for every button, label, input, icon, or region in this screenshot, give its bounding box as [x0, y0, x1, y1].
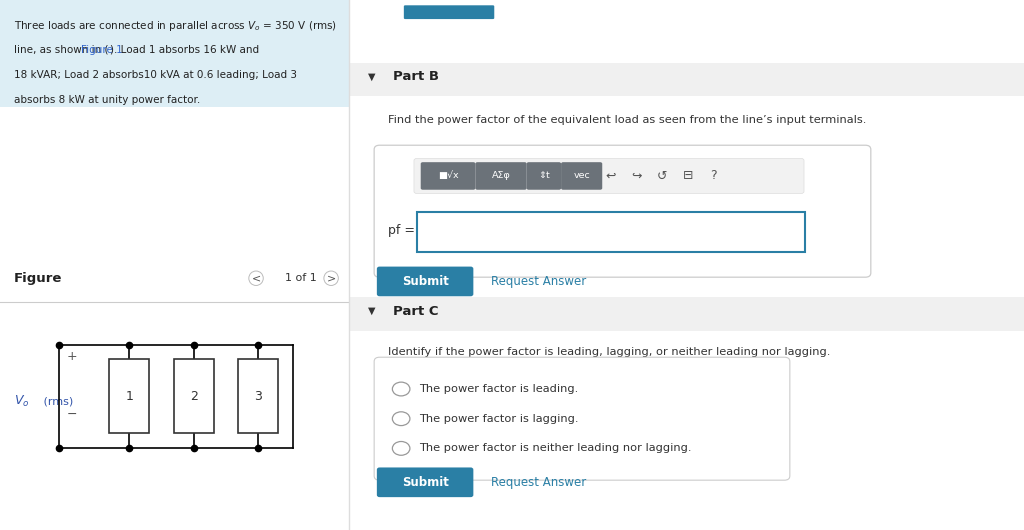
- Text: ↪: ↪: [632, 170, 642, 182]
- FancyBboxPatch shape: [239, 359, 279, 434]
- FancyBboxPatch shape: [0, 0, 349, 107]
- Text: pf =: pf =: [388, 224, 416, 237]
- Text: ⊟: ⊟: [683, 170, 693, 182]
- Text: 1: 1: [125, 390, 133, 403]
- Text: $V_o$: $V_o$: [14, 394, 30, 409]
- Text: Submit: Submit: [401, 476, 449, 489]
- Text: Express your answer using three significant figures.: Express your answer using three signific…: [388, 147, 736, 160]
- Text: Request Answer: Request Answer: [490, 476, 586, 489]
- Circle shape: [392, 382, 410, 396]
- Text: absorbs 8 kW at unity power factor.: absorbs 8 kW at unity power factor.: [14, 95, 201, 105]
- FancyBboxPatch shape: [561, 162, 602, 190]
- Circle shape: [392, 412, 410, 426]
- FancyBboxPatch shape: [349, 297, 1024, 331]
- Text: Identify if the power factor is leading, lagging, or neither leading nor lagging: Identify if the power factor is leading,…: [388, 347, 830, 357]
- Text: Figure: Figure: [14, 272, 62, 285]
- Text: Figure 1: Figure 1: [81, 45, 123, 55]
- Text: ▼: ▼: [368, 306, 376, 316]
- FancyBboxPatch shape: [526, 162, 561, 190]
- Text: +: +: [67, 350, 77, 363]
- FancyBboxPatch shape: [374, 145, 870, 277]
- FancyBboxPatch shape: [377, 467, 473, 497]
- Text: <: <: [252, 273, 261, 283]
- FancyBboxPatch shape: [421, 162, 475, 190]
- Text: ▼: ▼: [368, 72, 376, 82]
- Text: The power factor is lagging.: The power factor is lagging.: [419, 414, 579, 423]
- Text: Part C: Part C: [393, 305, 438, 317]
- Text: ?: ?: [711, 170, 717, 182]
- Text: Three loads are connected in parallel across $V_o$ = 350 V (rms): Three loads are connected in parallel ac…: [14, 19, 337, 33]
- Text: The power factor is leading.: The power factor is leading.: [419, 384, 578, 394]
- Text: The power factor is neither leading nor lagging.: The power factor is neither leading nor …: [419, 444, 691, 453]
- FancyBboxPatch shape: [174, 359, 214, 434]
- Text: 3: 3: [254, 390, 262, 403]
- Text: 18 kVAR; Load 2 absorbs10 kVA at 0.6 leading; Load 3: 18 kVAR; Load 2 absorbs10 kVA at 0.6 lea…: [14, 70, 297, 80]
- Text: AΣφ: AΣφ: [492, 172, 510, 180]
- Text: 2: 2: [189, 390, 198, 403]
- FancyBboxPatch shape: [403, 5, 495, 19]
- Circle shape: [392, 441, 410, 455]
- Text: ). Load 1 absorbs 16 kW and: ). Load 1 absorbs 16 kW and: [110, 45, 259, 55]
- Text: ■√x: ■√x: [437, 172, 459, 180]
- Text: vec: vec: [573, 172, 590, 180]
- FancyBboxPatch shape: [414, 158, 804, 193]
- Text: >: >: [327, 273, 336, 283]
- Text: (rms): (rms): [40, 396, 74, 407]
- FancyBboxPatch shape: [475, 162, 526, 190]
- Text: Find the power factor of the equivalent load as seen from the line’s input termi: Find the power factor of the equivalent …: [388, 115, 866, 125]
- FancyBboxPatch shape: [417, 212, 805, 252]
- FancyBboxPatch shape: [349, 63, 1024, 96]
- Text: line, as shown in (: line, as shown in (: [14, 45, 109, 55]
- Text: 1 of 1: 1 of 1: [285, 273, 316, 283]
- Text: Part B: Part B: [393, 70, 439, 83]
- Text: −: −: [67, 408, 77, 421]
- FancyBboxPatch shape: [377, 267, 473, 296]
- Text: ↺: ↺: [657, 170, 668, 182]
- FancyBboxPatch shape: [110, 359, 150, 434]
- FancyBboxPatch shape: [374, 357, 790, 480]
- Text: ⇕t: ⇕t: [538, 172, 550, 180]
- Text: Submit: Submit: [401, 275, 449, 288]
- Text: ↩: ↩: [606, 170, 616, 182]
- Text: Request Answer: Request Answer: [490, 275, 586, 288]
